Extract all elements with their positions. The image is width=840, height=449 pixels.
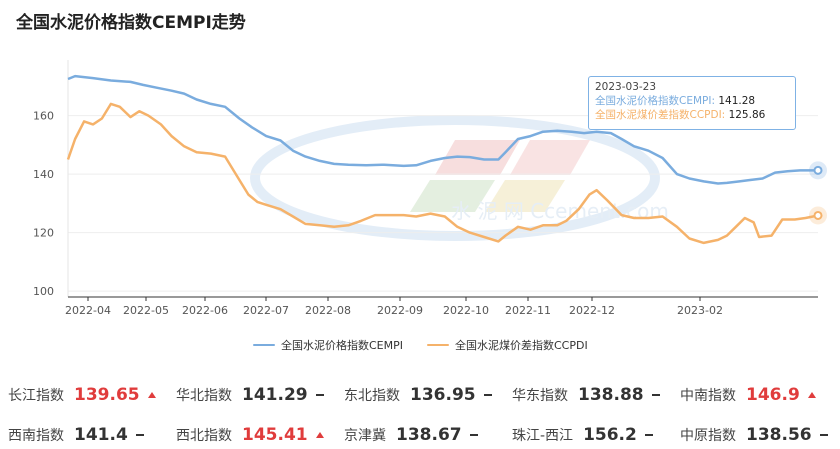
series-end-point-0 [813, 165, 823, 175]
region-name: 华北指数 [176, 388, 232, 404]
chart-tooltip: 2023-03-23 全国水泥价格指数CEMPI: 141.28 全国水泥煤价差… [588, 76, 796, 130]
region-value: 156.2 [583, 425, 637, 445]
y-axis: 100 120 140 160 [33, 110, 54, 299]
region-name: 中南指数 [680, 388, 736, 404]
trend-up-icon [807, 392, 816, 398]
region-name: 京津冀 [344, 428, 386, 444]
region-value: 141.4 [74, 425, 128, 445]
series-end-point-1 [813, 210, 823, 220]
tooltip-label-cempi: 全国水泥价格指数CEMPI: [595, 95, 719, 107]
region-name: 西南指数 [8, 428, 64, 444]
region-value: 136.95 [410, 385, 476, 405]
region-item[interactable]: 西南指数 141.4 [8, 423, 144, 447]
tooltip-row-cempi: 全国水泥价格指数CEMPI: 141.28 [595, 94, 789, 108]
x-tick-label: 2023-02 [677, 304, 723, 317]
series-line-0 [67, 74, 818, 185]
x-tick-label: 2022-11 [505, 304, 551, 317]
chart-legend: 全国水泥价格指数CEMPI 全国水泥煤价差指数CCPDI [0, 337, 840, 353]
region-item[interactable]: 中南指数 146.9 [680, 383, 816, 407]
region-value: 145.41 [242, 425, 308, 445]
tooltip-date: 2023-03-23 [595, 81, 657, 93]
region-value: 138.56 [746, 425, 812, 445]
region-name: 东北指数 [344, 388, 400, 404]
region-name: 中原指数 [680, 428, 736, 444]
region-item[interactable]: 华北指数 141.29 [176, 383, 324, 407]
trend-flat-icon [469, 434, 478, 436]
watermark-tile [485, 180, 565, 212]
y-tick-label: 160 [33, 110, 54, 123]
region-name: 西北指数 [176, 428, 232, 444]
region-item[interactable]: 珠江-西江 156.2 [512, 423, 653, 447]
legend-item-cempi[interactable]: 全国水泥价格指数CEMPI [253, 337, 403, 353]
tooltip-row-ccpdi: 全国水泥煤价差指数CCPDI: 125.86 [595, 108, 789, 122]
x-tick-label: 2022-09 [377, 304, 423, 317]
series-end-points [809, 161, 827, 225]
legend-label-cempi: 全国水泥价格指数CEMPI [281, 339, 403, 352]
region-item[interactable]: 西北指数 145.41 [176, 423, 324, 447]
trend-flat-icon [651, 394, 660, 396]
y-tick-label: 100 [33, 285, 54, 298]
x-tick-label: 2022-08 [305, 304, 351, 317]
trend-flat-icon [644, 434, 653, 436]
watermark-ring [250, 115, 660, 241]
trend-flat-icon [819, 434, 828, 436]
x-tick-label: 2022-12 [569, 304, 615, 317]
legend-swatch-ccpdi [427, 344, 449, 346]
tooltip-label-ccpdi: 全国水泥煤价差指数CCPDI: [595, 109, 729, 121]
trend-flat-icon [135, 434, 144, 436]
region-value: 139.65 [74, 385, 140, 405]
region-value: 138.67 [396, 425, 462, 445]
region-item[interactable]: 长江指数 139.65 [8, 383, 156, 407]
trend-flat-icon [315, 394, 324, 396]
chart-title: 全国水泥价格指数CEMPI走势 [16, 13, 246, 33]
watermark-tile [410, 180, 495, 212]
region-name: 珠江-西江 [512, 428, 574, 444]
series-lines [66, 74, 819, 245]
watermark-tile [510, 140, 590, 175]
watermark-logo: 水 泥 网 Ccement.com [250, 115, 669, 241]
region-item[interactable]: 东北指数 136.95 [344, 383, 492, 407]
trend-up-icon [315, 432, 324, 438]
x-tick-label: 2022-10 [443, 304, 489, 317]
x-tick-label: 2022-06 [182, 304, 228, 317]
legend-swatch-cempi [253, 344, 275, 346]
watermark-text: 水 泥 网 Ccement.com [451, 199, 669, 223]
tooltip-value-ccpdi: 125.86 [728, 109, 766, 121]
region-item[interactable]: 华东指数 138.88 [512, 383, 660, 407]
region-name: 华东指数 [512, 388, 568, 404]
region-value: 141.29 [242, 385, 308, 405]
trend-flat-icon [483, 394, 492, 396]
region-value: 138.88 [578, 385, 644, 405]
x-tick-label: 2022-07 [243, 304, 289, 317]
region-item[interactable]: 中原指数 138.56 [680, 423, 828, 447]
y-tick-label: 120 [33, 227, 54, 240]
tooltip-value-cempi: 141.28 [718, 95, 756, 107]
regional-index-list: 长江指数 139.65 华北指数 141.29 东北指数 136.95 华东指数… [0, 378, 840, 448]
trend-up-icon [147, 392, 156, 398]
x-tick-label: 2022-04 [65, 304, 111, 317]
region-item[interactable]: 京津冀 138.67 [344, 423, 478, 447]
series-line-1 [66, 102, 819, 245]
region-value: 146.9 [746, 385, 800, 405]
legend-label-ccpdi: 全国水泥煤价差指数CCPDI [455, 339, 588, 352]
y-tick-label: 140 [33, 168, 54, 181]
x-axis: 2022-04 2022-05 2022-06 2022-07 2022-08 2022-… [65, 296, 818, 317]
legend-item-ccpdi[interactable]: 全国水泥煤价差指数CCPDI [427, 337, 588, 353]
x-tick-label: 2022-05 [123, 304, 169, 317]
region-name: 长江指数 [8, 388, 64, 404]
